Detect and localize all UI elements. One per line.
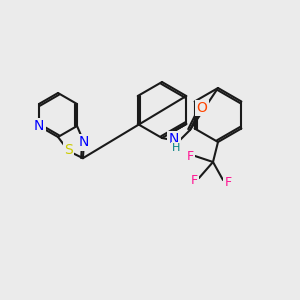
- Text: N: N: [79, 135, 89, 149]
- Text: H: H: [172, 143, 180, 153]
- Text: N: N: [169, 132, 179, 146]
- Text: F: F: [190, 175, 198, 188]
- Text: O: O: [196, 101, 207, 115]
- Text: S: S: [64, 143, 73, 157]
- Text: F: F: [186, 149, 194, 163]
- Text: N: N: [34, 119, 44, 133]
- Text: F: F: [224, 176, 232, 190]
